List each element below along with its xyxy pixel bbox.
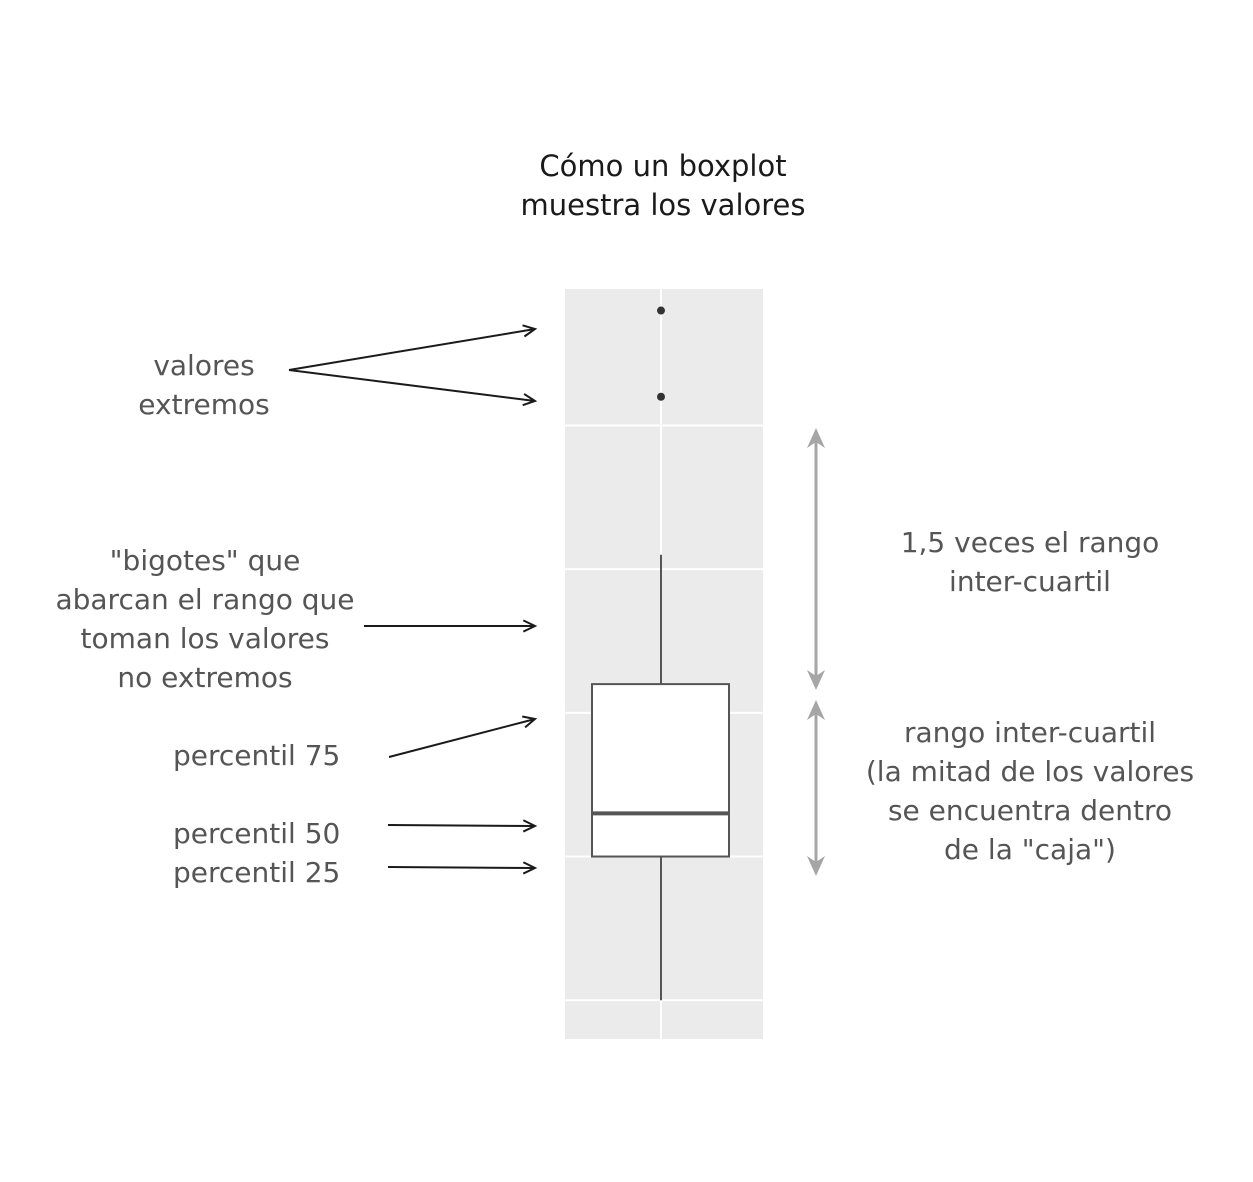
range-head-bottom [807, 856, 825, 876]
label-range-1-5-iqr: 1,5 veces el rango inter-cuartil [900, 526, 1160, 598]
arrow-percentile-25 [387, 861, 538, 875]
iqr-box [591, 683, 730, 858]
label-iqr: rango inter-cuartil (la mitad de los val… [865, 716, 1195, 866]
arrow-outlier-bottom [288, 369, 538, 407]
arrow-head [522, 715, 538, 729]
annotation-arrows [288, 324, 825, 876]
arrow-shaft [387, 824, 536, 827]
title-line-1: Cómo un boxplot [539, 149, 787, 183]
arrow-whiskers [364, 619, 538, 633]
label-percentile-75: percentil 75 [173, 739, 341, 772]
range-arrow-iqr [807, 700, 825, 876]
arrow-shaft [288, 369, 536, 402]
outlier-point [657, 306, 665, 315]
label-outliers: valores extremos [138, 349, 270, 421]
range-arrow-1-5-iqr [807, 428, 825, 690]
boxplot [591, 306, 730, 1001]
diagram-title: Cómo un boxplot muestra los valores [463, 147, 863, 225]
arrow-percentile-50 [387, 819, 538, 833]
arrow-shaft [288, 328, 536, 371]
arrow-head [522, 619, 538, 633]
range-head-bottom [807, 670, 825, 690]
arrow-outlier-top [288, 324, 538, 371]
label-percentile-25: percentil 25 [173, 856, 341, 889]
title-line-2: muestra los valores [520, 188, 806, 222]
plot-panel [565, 289, 763, 1039]
arrow-head [522, 819, 538, 833]
outlier-point [657, 392, 665, 401]
range-head-top [807, 700, 825, 720]
label-percentile-50: percentil 50 [173, 817, 341, 850]
range-head-top [807, 428, 825, 448]
arrow-head [522, 393, 538, 407]
arrow-percentile-75 [388, 715, 538, 758]
label-whiskers: "bigotes" que abarcan el rango que toman… [55, 544, 355, 694]
arrow-shaft [388, 718, 536, 758]
arrow-head [522, 324, 538, 338]
arrow-head [522, 861, 538, 875]
arrow-shaft [387, 866, 536, 869]
